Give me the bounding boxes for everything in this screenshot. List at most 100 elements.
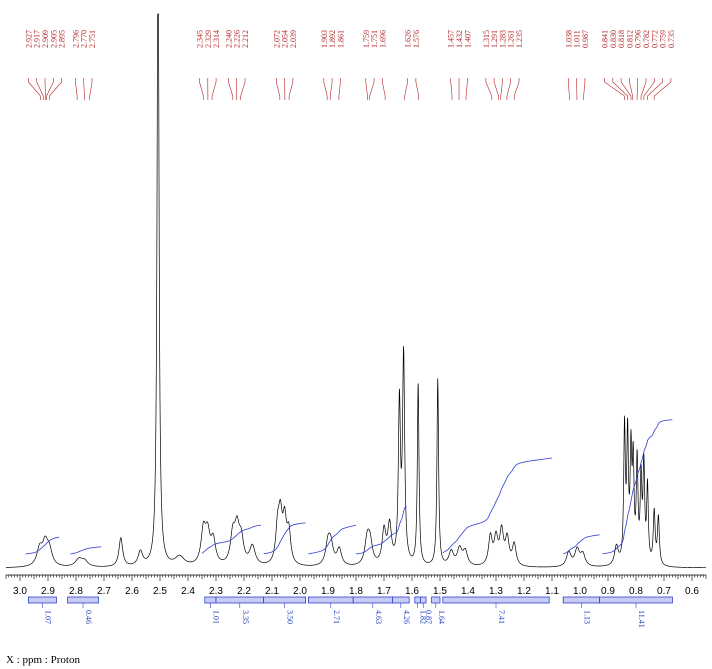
peak-label: 2.212 — [241, 30, 250, 48]
peak-label: 0.818 — [617, 30, 626, 48]
integral-curve — [25, 536, 60, 555]
x-tick-label: 1.1 — [545, 586, 559, 597]
x-tick-label: 2.3 — [209, 586, 223, 597]
x-axis-caption: X : ppm : Proton — [6, 654, 80, 666]
peak-label: 1.696 — [378, 30, 387, 48]
peak-leader-line — [75, 78, 78, 100]
peak-label: 1.283 — [498, 30, 507, 48]
integral-bar — [352, 596, 393, 604]
integral-value-label: 3.50 — [286, 610, 295, 624]
peak-leader-line — [612, 78, 628, 100]
peak-label: 0.812 — [625, 30, 634, 48]
x-tick-label: 3.0 — [13, 586, 27, 597]
peak-label: 1.432 — [455, 30, 464, 48]
peak-label: 1.261 — [507, 30, 516, 48]
peak-label: 2.796 — [71, 30, 80, 48]
integral-curve — [442, 457, 553, 554]
peak-label: 2.072 — [272, 30, 281, 48]
x-tick-label: 1.7 — [377, 586, 391, 597]
peak-leader-line — [653, 78, 672, 100]
integral-bar — [442, 596, 550, 604]
peak-leader-line — [404, 78, 408, 100]
x-tick-label: 2.1 — [265, 586, 279, 597]
integral-value-label: 1.01 — [211, 610, 220, 624]
x-tick-label: 0.9 — [601, 586, 615, 597]
peak-label: 1.759 — [362, 30, 371, 48]
peak-leader-line — [382, 78, 386, 100]
x-tick-label: 2.8 — [69, 586, 83, 597]
integral-value-label: 1.82 — [419, 610, 428, 624]
peak-leader-line — [629, 78, 633, 100]
peak-label: 2.751 — [88, 30, 97, 48]
peak-leader-line — [288, 78, 294, 100]
integral-value-label: 4.26 — [402, 610, 411, 624]
peak-label: 2.927 — [24, 30, 33, 48]
peak-label: 1.751 — [370, 30, 379, 48]
integral-value-label: 4.63 — [374, 610, 383, 624]
integral-value-label: 1.64 — [437, 610, 446, 624]
integral-value-label: 2.71 — [332, 610, 341, 624]
x-tick-label: 0.8 — [629, 586, 643, 597]
peak-label: 2.917 — [33, 30, 42, 48]
peak-label: 0.735 — [667, 30, 676, 48]
integral-value-label: 11.41 — [637, 610, 646, 628]
peak-label: 0.796 — [634, 30, 643, 48]
x-tick-label: 2.5 — [153, 586, 167, 597]
peak-label: 1.291 — [490, 30, 499, 48]
integral-bar — [67, 596, 99, 604]
peak-label: 2.345 — [195, 30, 204, 48]
peak-label: 2.314 — [212, 30, 221, 48]
integral-curve — [70, 546, 102, 555]
integral-curve — [201, 524, 261, 554]
peak-leader-line — [583, 78, 586, 100]
peak-label: 1.903 — [320, 30, 329, 48]
integral-bar — [204, 596, 217, 604]
integral-bar — [599, 596, 673, 604]
x-tick-label: 2.0 — [293, 586, 307, 597]
x-tick-label: 2.2 — [237, 586, 251, 597]
peak-leader-line — [643, 78, 655, 100]
spectrum-trace-group — [5, 13, 706, 569]
integral-bar — [431, 596, 441, 604]
peak-leader-line — [513, 78, 520, 100]
peak-label: 2.240 — [224, 30, 233, 48]
integral-curve — [563, 534, 600, 555]
peak-label: 2.905 — [49, 30, 58, 48]
x-tick-label: 1.9 — [321, 586, 335, 597]
peak-leader-line — [46, 78, 54, 100]
peak-leader-line — [276, 78, 281, 100]
peak-label: 2.226 — [233, 30, 242, 48]
peak-leader-line — [338, 78, 341, 100]
peak-leader-line — [365, 78, 368, 100]
peak-label: 0.772 — [650, 30, 659, 48]
peak-leader-line — [228, 78, 234, 100]
integral-bar — [215, 596, 264, 604]
integral-value-label: 7.41 — [497, 610, 506, 624]
peak-leader-line — [450, 78, 453, 100]
integral-value-label: 1.13 — [582, 610, 591, 624]
peak-leader-line — [500, 78, 503, 100]
peak-leader-line — [647, 78, 663, 100]
peak-label: 1.235 — [515, 30, 524, 48]
peak-leader-line — [485, 78, 493, 100]
x-tick-label: 1.6 — [405, 586, 419, 597]
integral-value-label: 3.35 — [241, 610, 250, 624]
peak-label: 1.892 — [328, 30, 337, 48]
peak-leader-line — [636, 78, 639, 100]
integral-bar — [27, 596, 57, 604]
integral-bar — [414, 596, 421, 604]
peak-leader-line — [506, 78, 512, 100]
integral-value-label: 0.87 — [424, 610, 433, 624]
integral-value-label: 0.46 — [84, 610, 93, 624]
peak-label: 1.626 — [404, 30, 413, 48]
peak-leader-line — [568, 78, 570, 100]
integral-curve — [263, 522, 306, 555]
peak-label: 1.407 — [463, 30, 472, 48]
spectrum-trace — [5, 13, 706, 569]
peak-leader-line — [369, 78, 375, 100]
peak-label-group: 2.927 2.917 2.909 2.905 2.895 2.796 2.770 2.751… — [24, 30, 676, 100]
peak-label: 0.830 — [609, 30, 618, 48]
integral-bar — [263, 596, 307, 604]
peak-leader-line — [604, 78, 625, 100]
